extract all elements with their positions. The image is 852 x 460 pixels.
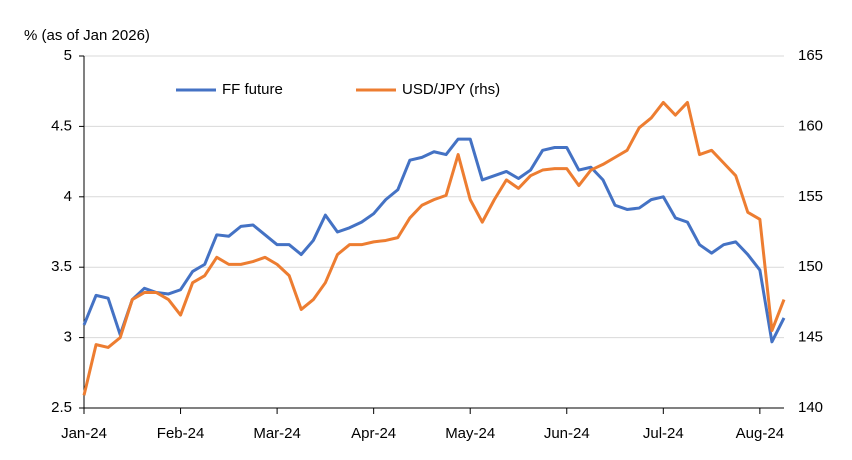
- y-tick-label: 4: [64, 188, 72, 205]
- line-series: [82, 137, 786, 344]
- y-tick-label: 3: [64, 329, 72, 346]
- y-tick-label: 5: [64, 47, 72, 64]
- y2-tick-label: 155: [798, 188, 823, 205]
- y-tick-label: 2.5: [51, 399, 72, 416]
- y-tick-label: 3.5: [51, 258, 72, 275]
- y-axis-label: % (as of Jan 2026): [24, 27, 150, 44]
- y2-tick-label: 165: [798, 47, 823, 64]
- legend-label: USD/JPY (rhs): [402, 81, 500, 98]
- x-tick-label: Jan-24: [61, 425, 107, 442]
- y2-tick-label: 145: [798, 329, 823, 346]
- y2-tick-label: 150: [798, 258, 823, 275]
- x-tick-label: Jun-24: [544, 425, 590, 442]
- y2-tick-label: 160: [798, 117, 823, 134]
- y2-tick-label: 140: [798, 399, 823, 416]
- y-tick-label: 4.5: [51, 117, 72, 134]
- x-tick-label: Aug-24: [736, 425, 784, 442]
- x-tick-label: Apr-24: [351, 425, 396, 442]
- x-tick-label: May-24: [445, 425, 495, 442]
- legend-label: FF future: [222, 81, 283, 98]
- x-tick-label: Jul-24: [643, 425, 684, 442]
- x-tick-label: Feb-24: [157, 425, 205, 442]
- x-tick-label: Mar-24: [253, 425, 301, 442]
- line-series: [82, 100, 786, 396]
